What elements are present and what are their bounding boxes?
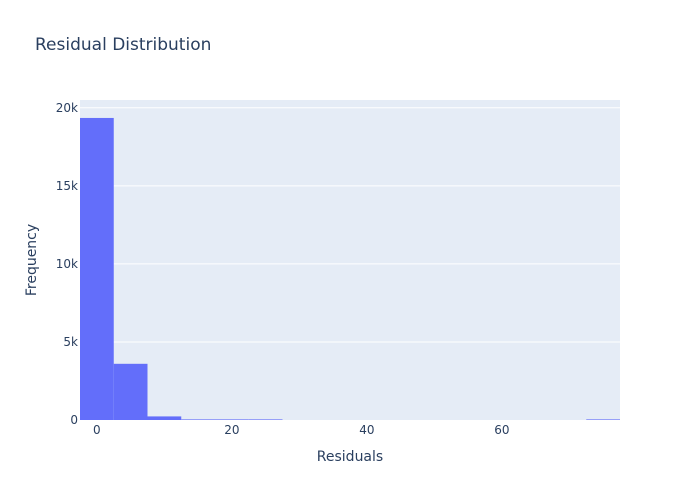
y-tick-label: 5k [63,335,78,349]
y-tick-label: 0 [70,413,78,427]
x-axis-title: Residuals [317,449,383,465]
histogram-bar[interactable] [248,419,283,420]
y-tick-label: 20k [56,101,78,115]
histogram-bar[interactable] [147,416,182,420]
y-axis-ticks: 0 5k 10k 15k 20k [56,101,78,427]
chart-title: Residual Distribution [35,35,211,55]
x-tick-label: 20 [224,423,239,437]
x-tick-label: 0 [93,423,101,437]
histogram-bar[interactable] [586,419,620,420]
x-tick-label: 40 [359,423,374,437]
x-tick-label: 60 [494,423,509,437]
grid-lines [80,107,620,343]
histogram-bar[interactable] [181,419,215,420]
plot-background [80,100,620,420]
y-axis-title: Frequency [24,224,40,296]
histogram-bar[interactable] [113,363,148,420]
histogram-bar[interactable] [215,419,249,420]
histogram-bar[interactable] [80,117,114,420]
y-tick-label: 15k [56,179,78,193]
x-axis-ticks: 0 20 40 60 [93,423,509,437]
y-tick-label: 10k [56,257,78,271]
histogram-bars [80,117,620,420]
